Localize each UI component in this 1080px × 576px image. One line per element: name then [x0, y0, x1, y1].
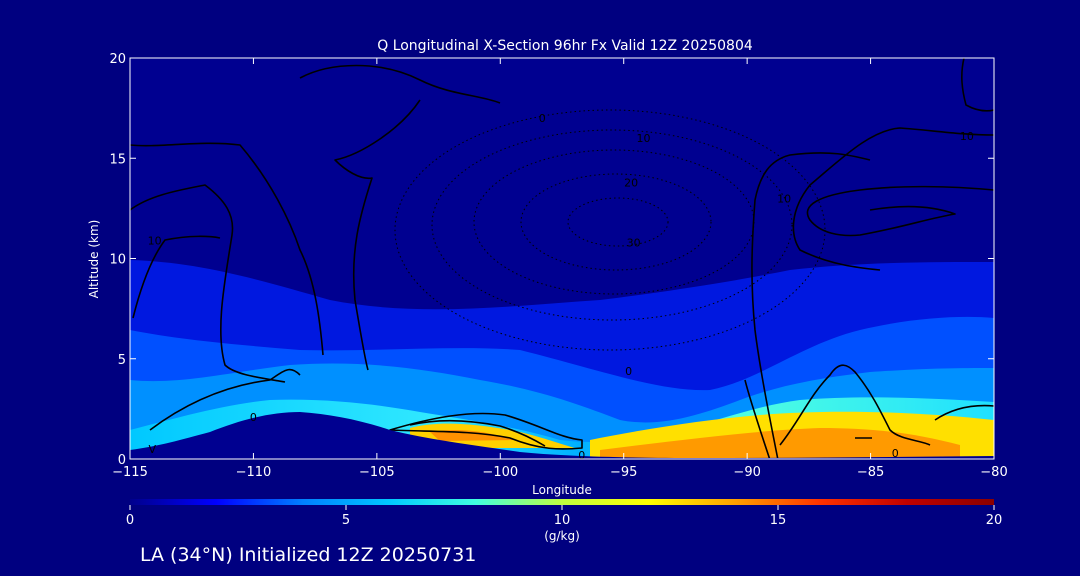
chart-title: Q Longitudinal X-Section 96hr Fx Valid 1… — [377, 38, 753, 54]
y-tick-label: 5 — [118, 353, 126, 368]
contour-label: 10 — [636, 132, 650, 145]
plot-area — [130, 58, 994, 459]
contour-line — [149, 368, 301, 431]
x-tick-label: −110 — [236, 465, 272, 480]
contour-label: V — [148, 443, 156, 456]
y-tick-label: 15 — [109, 152, 126, 167]
x-tick-label: −80 — [980, 465, 1007, 480]
colorbar-tick-label: 15 — [770, 513, 787, 528]
x-tick-label: −100 — [482, 465, 518, 480]
contour-label: 30 — [627, 236, 641, 249]
contour-line — [132, 235, 221, 319]
contour-line — [334, 99, 421, 371]
colorbar-tick-label: 5 — [342, 513, 350, 528]
x-axis-label: Longitude — [532, 483, 592, 497]
negative-contour — [520, 173, 712, 271]
contour-line — [130, 142, 324, 356]
contour-line — [806, 185, 994, 237]
contour-line — [299, 64, 501, 104]
moisture-core-east — [600, 428, 960, 459]
contour-line — [961, 58, 994, 112]
contour-label: 0 — [539, 112, 546, 125]
x-axis: −115 −110 −105 −100 −95 −90 −85 −80 — [112, 58, 1008, 480]
negative-contour — [567, 197, 669, 247]
x-tick-label: −105 — [359, 465, 395, 480]
colorbar-label: (g/kg) — [544, 529, 580, 543]
y-tick-label: 20 — [109, 52, 126, 67]
contour-label: 10 — [777, 192, 791, 205]
contour-label: 20 — [624, 176, 638, 189]
colorbar-tick-label: 20 — [986, 513, 1003, 528]
contour-line — [934, 404, 994, 421]
contour-label: 0 — [578, 449, 585, 462]
x-tick-label: −85 — [857, 465, 884, 480]
contour-line — [389, 412, 583, 450]
terrain — [130, 412, 994, 459]
contour-label: 10 — [148, 234, 162, 247]
y-tick-label: 10 — [109, 253, 126, 268]
negative-contour — [431, 129, 793, 321]
negative-contour — [394, 109, 826, 351]
contour-labels: 0 10 0 0 10 20 30 0 10 10 0 V — [148, 112, 974, 462]
contour-label: 0 — [250, 411, 257, 424]
moisture-core-west — [430, 429, 515, 441]
colorbar-tick-label: 0 — [126, 513, 134, 528]
contour-line — [744, 379, 771, 459]
contour-line — [409, 419, 546, 447]
colorbar — [130, 499, 994, 505]
colorbar-tick-label: 10 — [554, 513, 571, 528]
negative-contour — [473, 149, 755, 295]
contour-label: 0 — [892, 447, 899, 460]
contour-line — [779, 364, 931, 446]
y-axis-label: Altitude (km) — [87, 220, 101, 299]
x-tick-label: −115 — [112, 465, 148, 480]
x-tick-label: −90 — [733, 465, 760, 480]
contour-label: 10 — [960, 130, 974, 143]
y-tick-label: 0 — [118, 453, 126, 468]
contour-label: 0 — [625, 365, 632, 378]
y-axis: 0 5 10 15 20 — [109, 52, 994, 468]
x-tick-label: −95 — [610, 465, 637, 480]
contour-line — [130, 184, 286, 383]
contour-line — [751, 152, 871, 459]
footer-text: LA (34°N) Initialized 12Z 20250731 — [140, 544, 476, 566]
contour-line — [792, 127, 994, 271]
colorbar-ticks: 0 5 10 15 20 — [126, 505, 1002, 528]
